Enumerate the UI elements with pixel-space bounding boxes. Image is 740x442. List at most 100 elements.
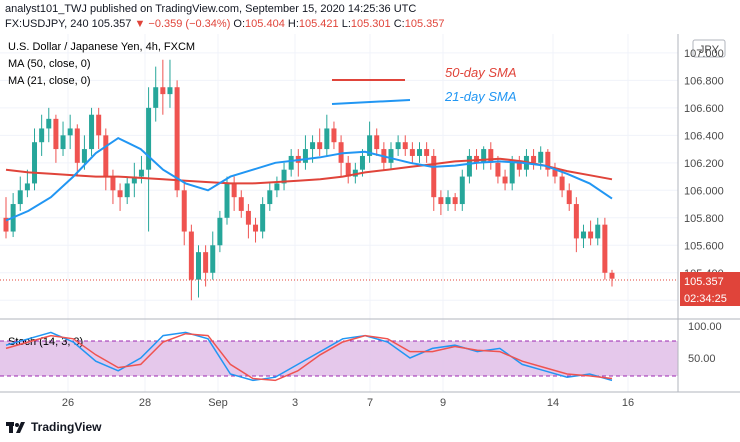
open-label: O: (233, 18, 246, 30)
candle-body (424, 149, 430, 156)
stoch-d-line (5, 332, 613, 382)
stoch-band (0, 341, 678, 376)
time-tick-label: 16 (622, 397, 634, 409)
current-price-tag (680, 272, 740, 289)
candle-body (67, 128, 73, 136)
high-label: H: (287, 18, 299, 30)
candle-body (288, 155, 294, 170)
footer: TradingView (0, 414, 740, 442)
symbol-quote-line: FX:USDJPY, 240 105.357 ▼ −0.359 (−0.34%)… (5, 18, 444, 30)
candle-body (538, 151, 544, 163)
header-bar: analyst101_TWJ published on TradingView.… (0, 0, 740, 34)
candle-body (310, 142, 316, 150)
candle-body (3, 217, 9, 232)
price-tick-label: 106.800 (684, 75, 724, 87)
candle-body (39, 128, 45, 143)
candle-body (509, 162, 515, 184)
candle-body (438, 197, 444, 205)
price-tick-label: 106.000 (684, 185, 724, 197)
candle-body (580, 231, 586, 239)
candle-body (367, 135, 373, 156)
sma50-note: 50-day SMA (445, 65, 517, 80)
candle-body (324, 128, 330, 150)
publisher-name[interactable]: analyst101_TWJ (5, 3, 87, 15)
price-tick-label: 106.200 (684, 158, 724, 170)
price-tick-label: 105.800 (684, 213, 724, 225)
candle-body (481, 149, 487, 163)
candle-body (131, 176, 137, 184)
candle-body (531, 155, 537, 163)
candle-body (46, 118, 52, 129)
candle-body (317, 142, 323, 150)
brand-name: TradingView (31, 420, 102, 434)
price-chart[interactable]: U.S. Dollar / Japanese Yen, 4h, FXCM MA … (0, 34, 740, 414)
current-price-label: 105.357 (684, 276, 724, 288)
tradingview-logo[interactable]: TradingView (6, 420, 101, 434)
candle-body (588, 231, 594, 239)
candle-body (124, 183, 130, 198)
candle-body (103, 135, 109, 177)
candle-body (388, 149, 394, 163)
candle-body (452, 197, 458, 205)
candle-body (238, 197, 244, 211)
candle-body (24, 183, 30, 191)
candle-body (566, 190, 572, 205)
candle-body (559, 176, 565, 191)
price-tick-label: 105.600 (684, 240, 724, 252)
time-tick-label: 7 (367, 397, 373, 409)
countdown-label: 02:34:25 (684, 293, 727, 305)
legend-ma21: MA (21, close, 0) (8, 75, 91, 87)
sma21-note-line (331, 99, 411, 105)
sma21-note: 21-day SMA (444, 89, 517, 104)
candle-body (331, 128, 337, 143)
candle-body (466, 155, 472, 177)
countdown-tag (680, 289, 740, 306)
stoch-tick-label: 100.00 (688, 321, 722, 333)
candles-group (3, 59, 615, 301)
candle-body (445, 197, 451, 205)
candle-body (53, 118, 59, 150)
candle-body (210, 245, 216, 273)
candle-body (359, 155, 365, 170)
candle-body (146, 107, 152, 170)
candle-body (552, 169, 558, 177)
candle-body (138, 169, 144, 177)
symbol-label: FX:USDJPY, 240 (5, 18, 89, 30)
candle-body (117, 190, 123, 198)
candle-body (188, 231, 194, 280)
publish-info: analyst101_TWJ published on TradingView.… (5, 3, 416, 15)
candle-body (417, 149, 423, 156)
candle-body (302, 149, 308, 163)
open-value: 105.404 (245, 18, 285, 30)
price-tick-label: 106.400 (684, 130, 724, 142)
time-tick-label: 14 (547, 397, 559, 409)
candle-body (495, 162, 501, 177)
candle-body (96, 114, 102, 136)
candle-body (609, 272, 615, 279)
candle-body (89, 114, 95, 150)
candle-body (274, 183, 280, 191)
candle-body (267, 190, 273, 205)
stoch-axis[interactable]: 100.00 50.00 (688, 321, 722, 365)
candle-body (595, 224, 601, 239)
currency-badge[interactable] (692, 39, 726, 58)
last-price: 105.357 (91, 18, 132, 30)
time-tick-label: 26 (62, 397, 74, 409)
candle-body (174, 87, 180, 191)
price-tick-label: 106.600 (684, 103, 724, 115)
price-tick-label: 107.000 (684, 48, 724, 60)
price-axis[interactable]: 107.000 106.800 106.600 106.400 106.200 106.0… (684, 48, 724, 307)
candle-body (281, 169, 287, 184)
candle-body (260, 204, 266, 232)
ma21-line (5, 136, 613, 222)
candle-body (224, 183, 230, 218)
candle-body (81, 149, 87, 163)
candle-body (516, 162, 522, 170)
time-axis[interactable]: 26 28 Sep 3 7 9 14 16 (62, 397, 634, 409)
candle-body (402, 142, 408, 150)
candle-body (231, 183, 237, 198)
time-tick-label: 9 (440, 397, 446, 409)
published-text: published on TradingView.com, September … (90, 3, 417, 15)
candle-body (195, 252, 201, 280)
candle-body (153, 87, 159, 108)
